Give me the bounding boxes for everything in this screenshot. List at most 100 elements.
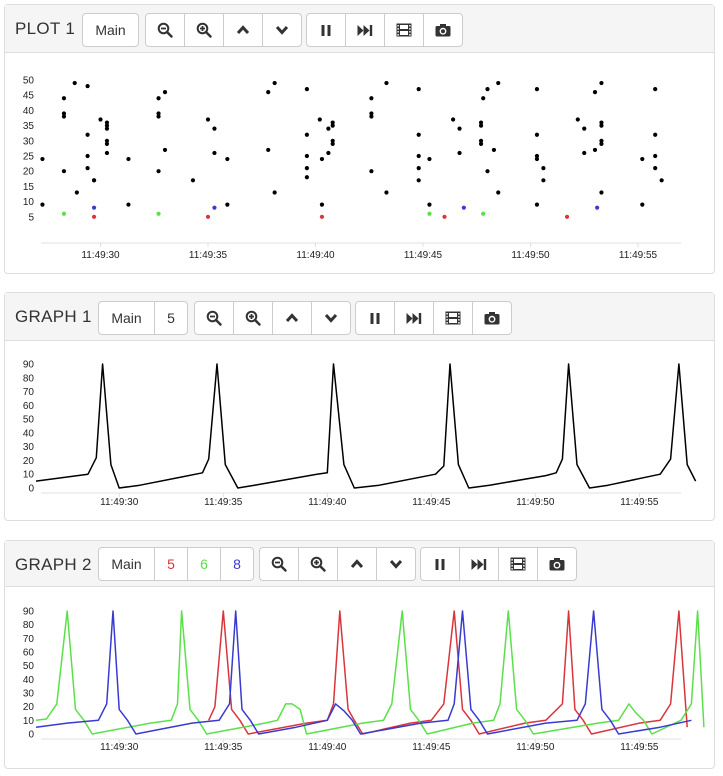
- series-6-button[interactable]: 6: [187, 547, 221, 581]
- data-point: [225, 156, 230, 162]
- data-point: [491, 147, 497, 153]
- x-tick-label: 11:49:55: [620, 497, 659, 508]
- data-point: [599, 190, 604, 195]
- pause-button[interactable]: [306, 13, 346, 47]
- zoom-in-button[interactable]: [184, 13, 224, 47]
- scroll-up-button[interactable]: [223, 13, 263, 47]
- series-5-button[interactable]: 5: [154, 301, 188, 335]
- zoom-in-icon: [310, 556, 326, 572]
- chevron-up-icon: [285, 311, 299, 325]
- data-point: [205, 214, 211, 219]
- data-point: [156, 111, 161, 116]
- y-tick-label: 20: [23, 456, 35, 467]
- data-point: [640, 202, 645, 207]
- data-point: [369, 114, 374, 119]
- pause-icon: [434, 558, 446, 571]
- y-tick-label: 0: [28, 484, 34, 495]
- zoom-out-icon: [157, 22, 173, 38]
- record-button[interactable]: [498, 547, 538, 581]
- series-5-button[interactable]: 5: [154, 547, 188, 581]
- y-tick-label: 60: [23, 648, 35, 659]
- y-tick-label: 80: [23, 620, 35, 631]
- chevron-down-icon: [275, 23, 289, 37]
- fast-forward-button[interactable]: [345, 13, 385, 47]
- scroll-down-button[interactable]: [376, 547, 416, 581]
- data-point: [266, 147, 271, 153]
- data-point: [534, 156, 540, 162]
- tag-main-button[interactable]: Main: [98, 301, 155, 335]
- graph-1-chart[interactable]: 0 10 20 30 40 50 60 70 80 90 11:49:30 11:49:35 11:49…: [5, 341, 714, 521]
- snapshot-button[interactable]: [537, 547, 577, 581]
- data-point: [319, 202, 325, 207]
- graph-2-chart[interactable]: 0 10 20 30 40 50 60 70 80 90 11:49:30 11:49:35 11:49…: [5, 587, 714, 769]
- plot-1-chart[interactable]: 5 10 15 20 25 30 35 40 45 50 11:49:30 11:49:35 11:49…: [5, 53, 714, 274]
- data-point: [330, 120, 335, 125]
- data-point: [481, 96, 486, 101]
- data-point: [427, 202, 432, 207]
- data-point: [496, 80, 501, 86]
- x-tick-label: 11:49:30: [81, 250, 120, 261]
- tag-main-button[interactable]: Main: [98, 547, 155, 581]
- data-point: [427, 156, 432, 162]
- data-point: [91, 214, 97, 219]
- series-8-button[interactable]: 8: [220, 547, 254, 581]
- playback-controls: [355, 301, 512, 335]
- data-point: [61, 114, 67, 119]
- pause-button[interactable]: [355, 301, 395, 335]
- data-point: [40, 202, 45, 207]
- zoom-in-button[interactable]: [298, 547, 338, 581]
- record-button[interactable]: [384, 13, 424, 47]
- zoom-out-button[interactable]: [259, 547, 299, 581]
- data-point: [599, 138, 604, 143]
- data-point: [156, 211, 161, 216]
- record-button[interactable]: [433, 301, 473, 335]
- film-icon: [396, 23, 412, 37]
- zoom-out-button[interactable]: [194, 301, 234, 335]
- data-point: [104, 150, 110, 156]
- data-point: [104, 120, 110, 125]
- zoom-out-button[interactable]: [145, 13, 185, 47]
- data-point: [534, 202, 540, 207]
- data-point: [496, 190, 501, 195]
- snapshot-button[interactable]: [423, 13, 463, 47]
- data-point: [659, 178, 664, 183]
- tag-group: Main 5: [98, 301, 188, 335]
- data-point: [85, 83, 90, 89]
- data-point: [330, 123, 335, 128]
- data-point: [104, 123, 110, 128]
- data-point: [416, 132, 421, 137]
- data-point: [599, 141, 604, 146]
- series-line: [35, 363, 697, 489]
- data-point: [205, 117, 211, 122]
- zoom-in-button[interactable]: [233, 301, 273, 335]
- x-tick-label: 11:49:35: [189, 250, 228, 261]
- data-point: [266, 90, 271, 95]
- scroll-up-button[interactable]: [272, 301, 312, 335]
- fast-forward-button[interactable]: [459, 547, 499, 581]
- x-tick-label: 11:49:50: [516, 497, 555, 508]
- data-point: [582, 126, 587, 131]
- data-point: [599, 123, 604, 128]
- x-tick-label: 11:49:55: [620, 742, 659, 753]
- y-tick-label: 40: [23, 428, 35, 439]
- data-point: [104, 141, 110, 146]
- snapshot-button[interactable]: [472, 301, 512, 335]
- y-tick-label: 0: [28, 730, 34, 741]
- tag-main-button[interactable]: Main: [82, 13, 139, 47]
- data-point: [326, 126, 331, 131]
- pause-button[interactable]: [420, 547, 460, 581]
- data-point: [457, 126, 462, 131]
- data-point: [564, 214, 570, 219]
- scroll-down-button[interactable]: [262, 13, 302, 47]
- scroll-down-button[interactable]: [311, 301, 351, 335]
- zoom-in-icon: [196, 22, 212, 38]
- data-point: [72, 80, 77, 86]
- data-point: [319, 156, 325, 162]
- y-tick-label: 25: [23, 152, 35, 163]
- fast-forward-button[interactable]: [394, 301, 434, 335]
- scroll-up-button[interactable]: [337, 547, 377, 581]
- data-point: [461, 205, 466, 210]
- y-tick-label: 45: [23, 91, 35, 102]
- data-point: [330, 138, 335, 143]
- data-point: [98, 117, 103, 122]
